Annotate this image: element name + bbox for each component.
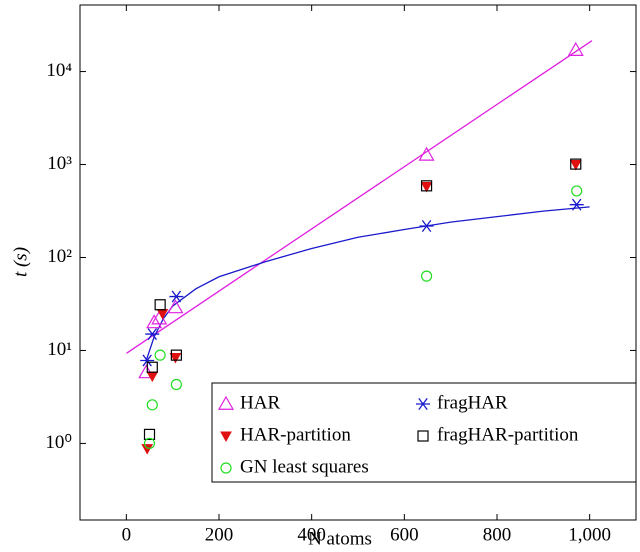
data-point (569, 160, 582, 171)
y-tick-label: 10⁴ (46, 60, 72, 81)
legend-marker (217, 395, 235, 410)
legend-marker (220, 431, 232, 443)
legend-box (211, 382, 637, 483)
x-tick-label: 1,000 (568, 524, 611, 545)
data-point (141, 444, 154, 455)
data-point (567, 41, 584, 56)
data-point (569, 198, 584, 211)
data-point (420, 270, 433, 282)
data-point (154, 349, 166, 361)
data-point (146, 399, 158, 411)
data-point (419, 220, 434, 233)
data-point (146, 371, 159, 383)
data-point (571, 185, 583, 197)
plot-frame (79, 4, 637, 521)
y-axis-label: t (s) (10, 247, 31, 277)
y-tick-label: 10³ (47, 153, 72, 174)
data-point (167, 299, 184, 314)
data-point (146, 361, 158, 373)
data-point (420, 182, 433, 193)
legend-label: GN least squares (240, 456, 369, 477)
fit-line (145, 206, 590, 361)
data-point (169, 352, 182, 364)
data-point (170, 349, 182, 361)
data-point (143, 428, 156, 440)
data-point (145, 328, 160, 341)
y-tick-label: 10⁰ (45, 432, 72, 453)
x-tick-label: 800 (483, 524, 512, 545)
data-point (418, 146, 435, 161)
legend-label: HAR (240, 392, 280, 413)
data-point (143, 437, 156, 450)
x-axis-label: N atoms (308, 528, 372, 549)
legend-marker (220, 462, 232, 474)
x-tick-label: 400 (297, 524, 326, 545)
data-point (140, 354, 155, 367)
x-tick-label: 0 (122, 524, 132, 545)
x-tick-label: 600 (390, 524, 419, 545)
data-point (169, 290, 184, 303)
legend-label: HAR-partition (240, 424, 351, 445)
data-point (154, 299, 166, 311)
data-point (156, 308, 169, 320)
data-point (420, 180, 433, 192)
y-tick-label: 10² (47, 246, 72, 267)
data-point (138, 364, 155, 379)
legend-label: fragHAR-partition (437, 424, 579, 445)
x-tick-label: 200 (205, 524, 234, 545)
legend-marker (416, 398, 430, 410)
data-point (570, 158, 582, 170)
legend-marker (417, 430, 429, 442)
fit-line (125, 40, 593, 354)
legend-label: fragHAR (437, 392, 508, 413)
data-point (146, 314, 163, 329)
data-point (170, 378, 182, 391)
y-tick-label: 10¹ (47, 339, 72, 360)
